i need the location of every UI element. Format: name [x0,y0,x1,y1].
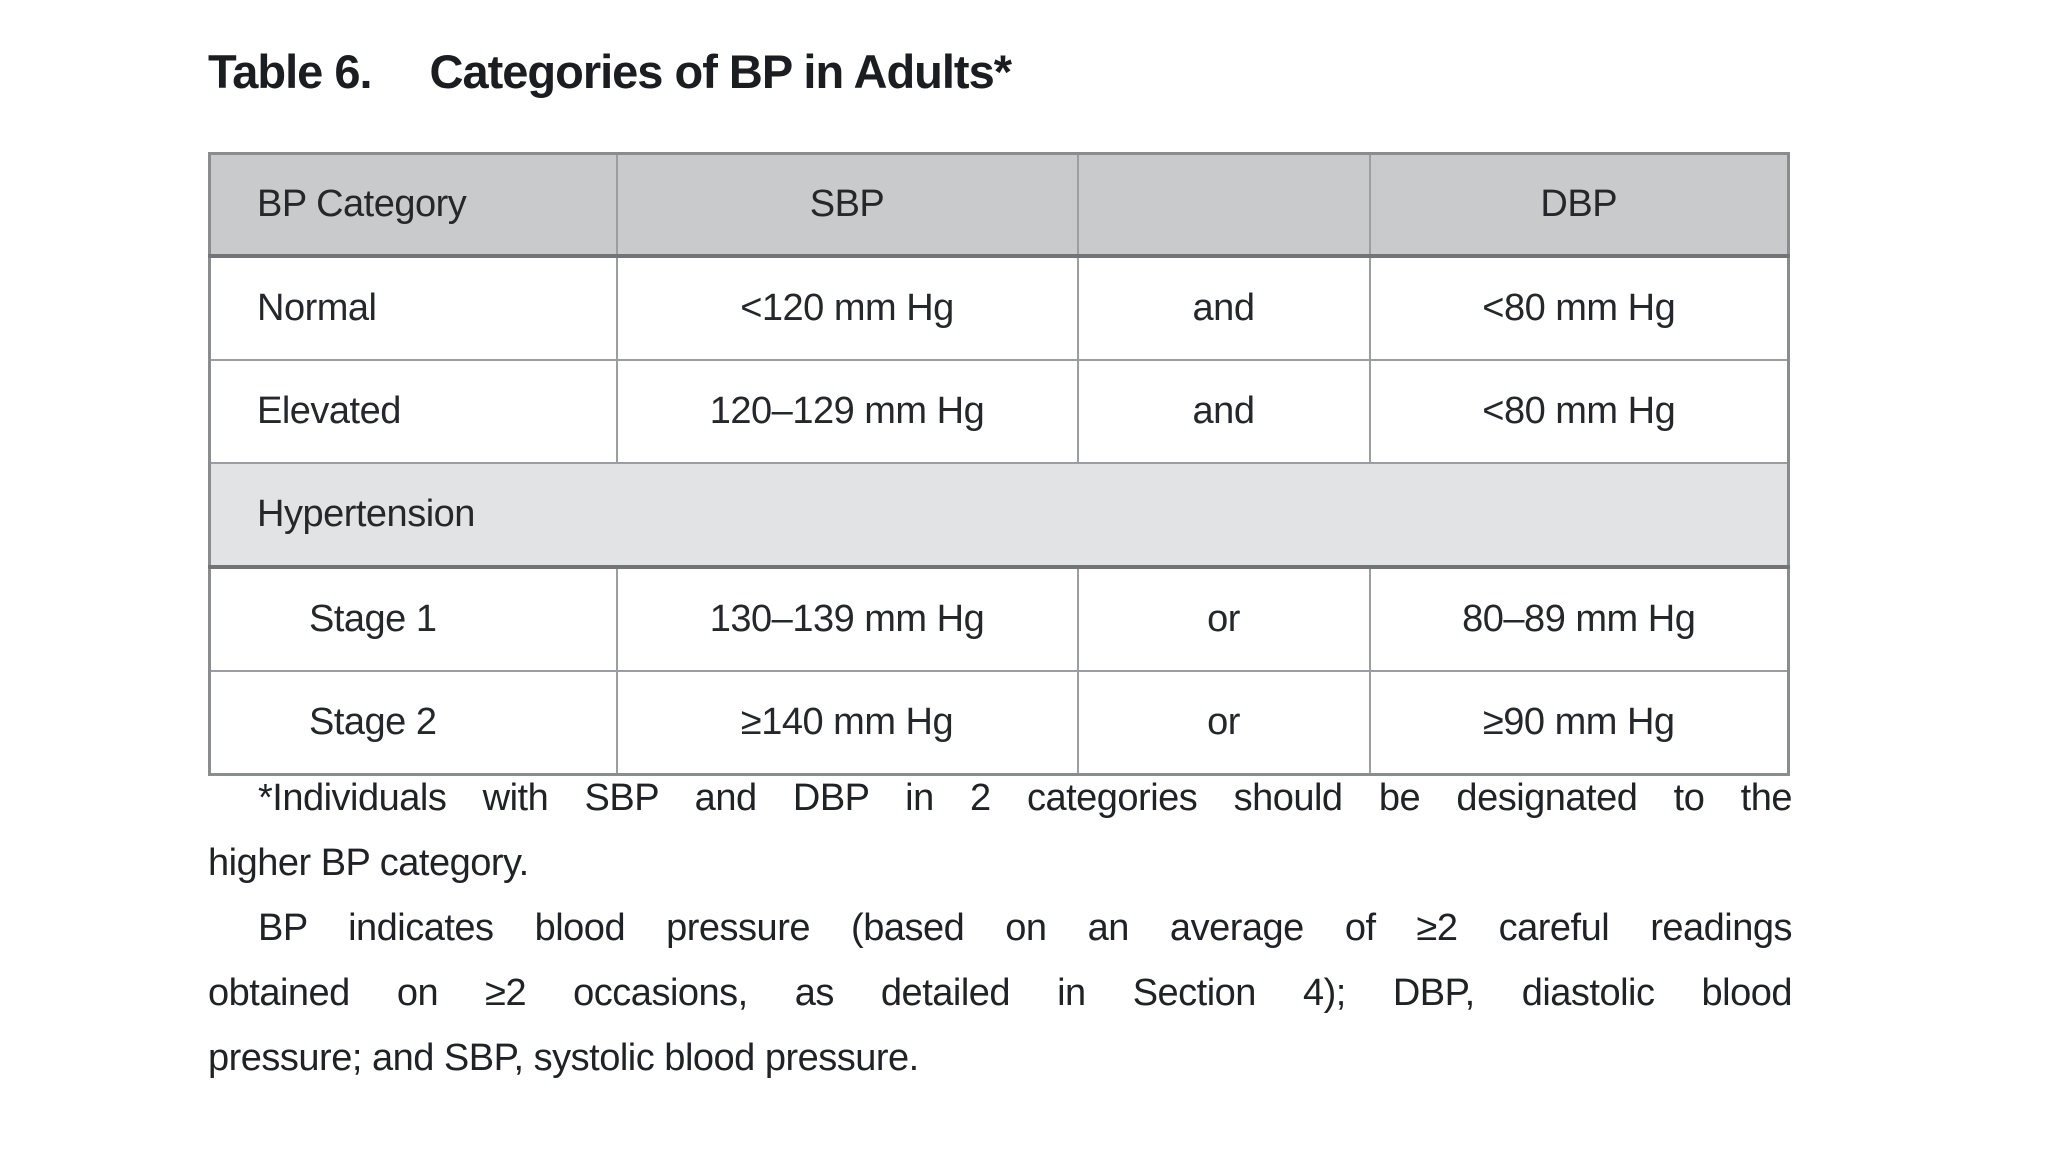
cell-normal-dbp: <80 mm Hg [1368,255,1790,361]
table-row-stage2: Stage 2 ≥140 mm Hg or ≥90 mm Hg [208,670,1790,776]
cell-stage1-category: Stage 1 [208,566,618,672]
header-conjunction [1076,152,1371,258]
header-row: BP Category SBP DBP [208,152,1790,258]
table-row-normal: Normal <120 mm Hg and <80 mm Hg [208,255,1790,361]
table-row-elevated: Elevated 120–129 mm Hg and <80 mm Hg [208,359,1790,464]
footnote-abbrev-line-3: pressure; and SBP, systolic blood pressu… [208,1037,919,1079]
cell-normal-sbp: <120 mm Hg [615,255,1079,361]
footnotes: *Individuals with SBP and DBP in 2 categ… [208,758,1793,1091]
cell-stage2-sbp: ≥140 mm Hg [615,670,1079,776]
cell-normal-category: Normal [208,255,618,361]
table-caption: Categories of BP in Adults* [429,45,1012,98]
cell-stage2-dbp: ≥90 mm Hg [1368,670,1790,776]
cell-stage1-conjunction: or [1076,566,1371,672]
footnote-asterisk-line-2: higher BP category. [208,842,529,884]
header-sbp: SBP [615,152,1079,258]
cell-stage2-category: Stage 2 [208,670,618,776]
header-dbp: DBP [1368,152,1790,258]
header-bp-category: BP Category [208,152,618,258]
cell-stage1-sbp: 130–139 mm Hg [615,566,1079,672]
table-number: Table 6. [208,45,373,98]
bp-categories-table: BP Category SBP DBP Normal <120 mm Hg an… [208,152,1790,776]
cell-stage2-conjunction: or [1076,670,1371,776]
table-row-hypertension-subheader: Hypertension [208,462,1790,569]
cell-hypertension-label: Hypertension [208,462,1790,569]
footnote-abbrev-line-2: obtained on ≥2 occasions, as detailed in… [208,972,1793,1014]
cell-stage1-dbp: 80–89 mm Hg [1368,566,1790,672]
footnote-abbrev-line-1: BP indicates blood pressure (based on an… [258,907,1793,949]
footnote-asterisk-line-1: *Individuals with SBP and DBP in 2 categ… [258,777,1793,819]
cell-normal-conjunction: and [1076,255,1371,361]
cell-elevated-category: Elevated [208,359,618,464]
table-row-stage1: Stage 1 130–139 mm Hg or 80–89 mm Hg [208,566,1790,672]
cell-elevated-dbp: <80 mm Hg [1368,359,1790,464]
cell-elevated-conjunction: and [1076,359,1371,464]
table-title: Table 6. Categories of BP in Adults* [208,44,1012,99]
cell-elevated-sbp: 120–129 mm Hg [615,359,1079,464]
